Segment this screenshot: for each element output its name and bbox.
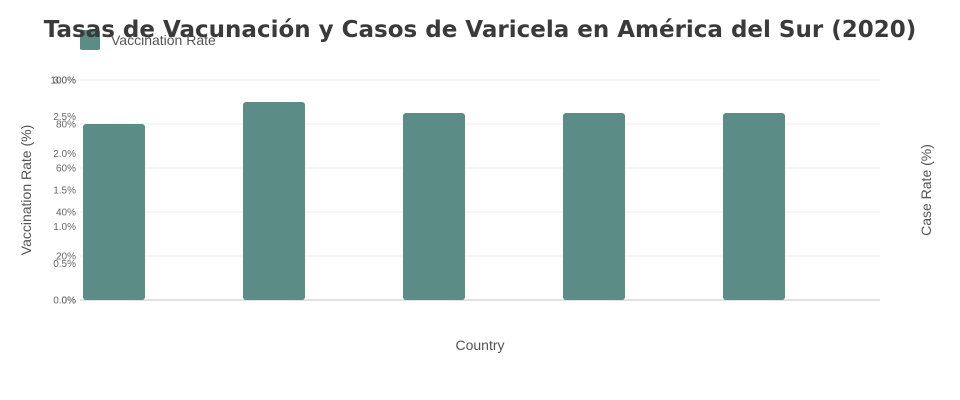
y2-tick-label: 2.0% xyxy=(53,149,76,160)
bar xyxy=(723,113,785,300)
y-axis-title: Vaccination Rate (%) xyxy=(18,125,34,255)
bar xyxy=(83,124,145,300)
bar xyxy=(403,113,465,300)
y-tick-label: 0% xyxy=(62,296,77,307)
y-tick-label: 100% xyxy=(50,76,76,87)
y-tick-label: 60% xyxy=(56,164,76,175)
bar xyxy=(243,102,305,300)
y2-tick-label: 0.5% xyxy=(53,259,76,270)
legend-swatch xyxy=(80,30,100,50)
bar xyxy=(563,113,625,300)
y2-tick-label: 0.0% xyxy=(53,296,76,307)
y-tick-label: 40% xyxy=(56,208,76,219)
y2-tick-label: 1.5% xyxy=(53,186,76,197)
x-axis-title: Country xyxy=(455,337,504,353)
y2-tick-label: 2.5% xyxy=(53,112,76,123)
y-tick-label: 20% xyxy=(56,252,76,263)
y2-tick-label: 3.0% xyxy=(53,76,76,87)
y2-axis-title: Case Rate (%) xyxy=(918,144,934,236)
legend-label: Vaccination Rate xyxy=(111,32,216,48)
y-tick-label: 80% xyxy=(56,120,76,131)
chart-title: Tasas de Vacunación y Casos de Varicela … xyxy=(44,17,917,43)
y2-tick-label: 1.0% xyxy=(53,222,76,233)
